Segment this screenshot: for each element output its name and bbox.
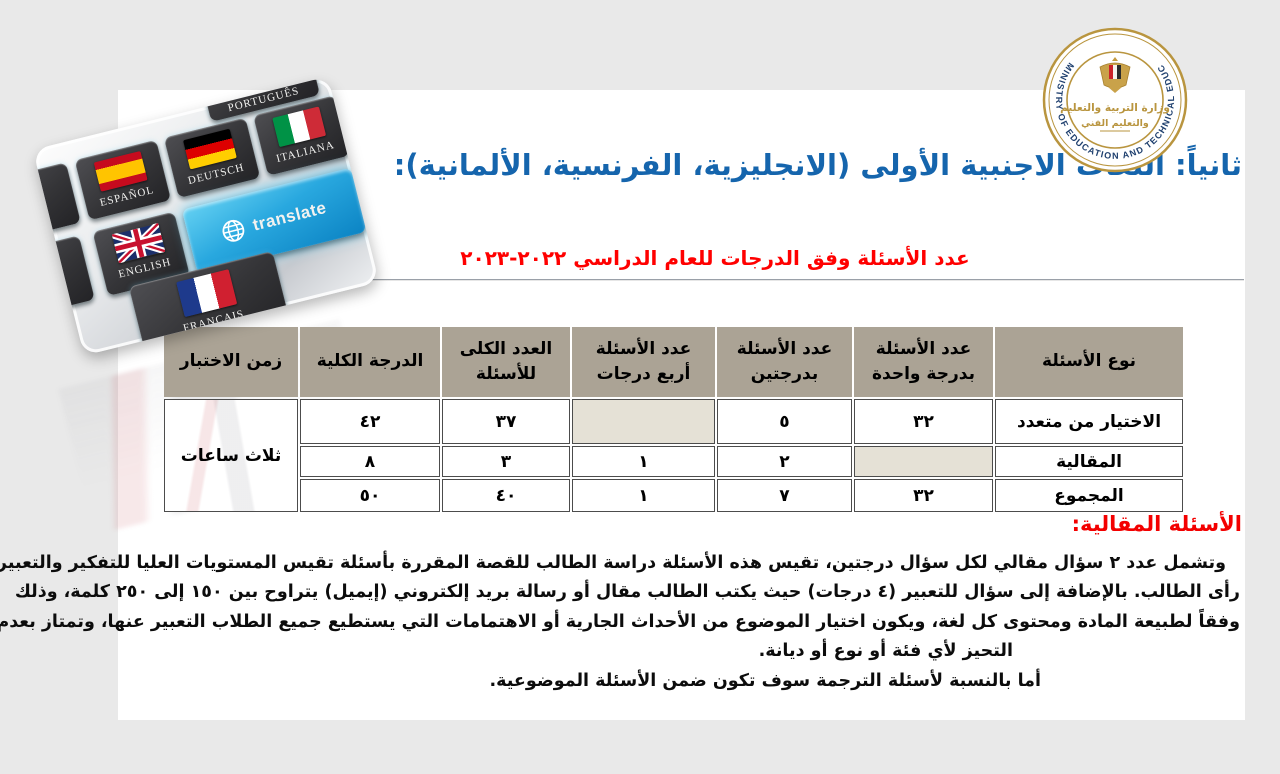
table-header-row: نوع الأسئلة عدد الأسئلة بدرجة واحدة عدد … [164, 327, 1183, 397]
cell-two-grades: ٧ [717, 479, 852, 512]
table-row: المجموع ٣٢ ٧ ١ ٤٠ ٥٠ [164, 479, 1183, 512]
cell-two-grades: ٥ [717, 399, 852, 444]
essay-line-2: رأى الطالب. بالإضافة إلى سؤال للتعبير (٤… [14, 582, 1240, 603]
header-exam-time: زمن الاختبار [164, 327, 298, 397]
row-label: الاختيار من متعدد [995, 399, 1183, 444]
row-label: المقالية [995, 446, 1183, 477]
cell-total-questions: ٣٧ [442, 399, 570, 444]
uk-flag-icon [111, 222, 166, 264]
key-deutsch: DEUTSCH [163, 117, 261, 199]
cell-four-grades: ١ [572, 479, 715, 512]
france-flag-icon [176, 269, 238, 318]
essay-line-1: وتشمل عدد ٢ سؤال مقالي لكل سؤال درجتين، … [0, 553, 1226, 573]
divider-line [156, 279, 1244, 281]
logo-arabic-line1: وزارة التربية والتعليم [1060, 102, 1170, 114]
language-keyboard-image: PORTUGUÊS ESPAÑOL DEUTSCH ITALIANA ENGLI… [32, 76, 380, 356]
cell-total-grade: ٤٢ [300, 399, 440, 444]
questions-grades-table: نوع الأسئلة عدد الأسئلة بدرجة واحدة عدد … [162, 325, 1185, 514]
italy-flag-icon [272, 106, 327, 148]
cell-total-questions: ٣ [442, 446, 570, 477]
header-two-grades: عدد الأسئلة بدرجتين [717, 327, 852, 397]
header-one-grade: عدد الأسئلة بدرجة واحدة [854, 327, 993, 397]
header-four-grades: عدد الأسئلة أربع درجات [572, 327, 715, 397]
germany-flag-icon [183, 128, 237, 170]
cell-one-grade: ٣٢ [854, 479, 993, 512]
cell-one-grade: ٣٢ [854, 399, 993, 444]
key-edge-left-mid [32, 235, 95, 320]
key-edge-left-top [32, 162, 81, 243]
table-row: الاختيار من متعدد ٣٢ ٥ ٣٧ ٤٢ ثلاث ساعات [164, 399, 1183, 512]
essay-line-3: وفقاً لطبيعة المادة ومحتوى كل لغة، ويكون… [0, 611, 1240, 632]
essay-section-heading: الأسئلة المقالية: [1071, 512, 1242, 536]
essay-line-4: التحيز لأي فئة أو نوع أو ديانة. [758, 641, 1013, 662]
essay-line-5: أما بالنسبة لأسئلة الترجمة سوف تكون ضمن … [489, 670, 1041, 691]
logo-arabic-line2: والتعليم الفني [1081, 118, 1149, 129]
cell-total-questions: ٤٠ [442, 479, 570, 512]
cell-four-grades: ١ [572, 446, 715, 477]
key-espanol: ESPAÑOL [74, 139, 172, 221]
ministry-logo: MINISTRY OF EDUCATION AND TECHNICAL EDUC… [1042, 27, 1188, 173]
cell-total-grade: ٥٠ [300, 479, 440, 512]
header-total-grade: الدرجة الكلية [300, 327, 440, 397]
spain-flag-icon [93, 150, 148, 192]
table-row: المقالية ٢ ١ ٣ ٨ [164, 446, 1183, 477]
eagle-emblem [1099, 57, 1131, 93]
essay-paragraph: وتشمل عدد ٢ سؤال مقالي لكل سؤال درجتين، … [0, 549, 1240, 696]
key-english: ENGLISH [92, 211, 190, 296]
page-subtitle: عدد الأسئلة وفق الدرجات للعام الدراسي ٢٠… [460, 246, 970, 270]
cell-four-grades-empty [572, 399, 715, 444]
cell-exam-time: ثلاث ساعات [164, 399, 298, 512]
cell-two-grades: ٢ [717, 446, 852, 477]
row-label: المجموع [995, 479, 1183, 512]
key-translate-label: translate [250, 197, 329, 235]
globe-icon [222, 219, 245, 242]
header-total-questions: العدد الكلى للأسئلة [442, 327, 570, 397]
cell-one-grade-empty [854, 446, 993, 477]
cell-total-grade: ٨ [300, 446, 440, 477]
header-question-type: نوع الأسئلة [995, 327, 1183, 397]
key-translate: translate [181, 167, 367, 274]
